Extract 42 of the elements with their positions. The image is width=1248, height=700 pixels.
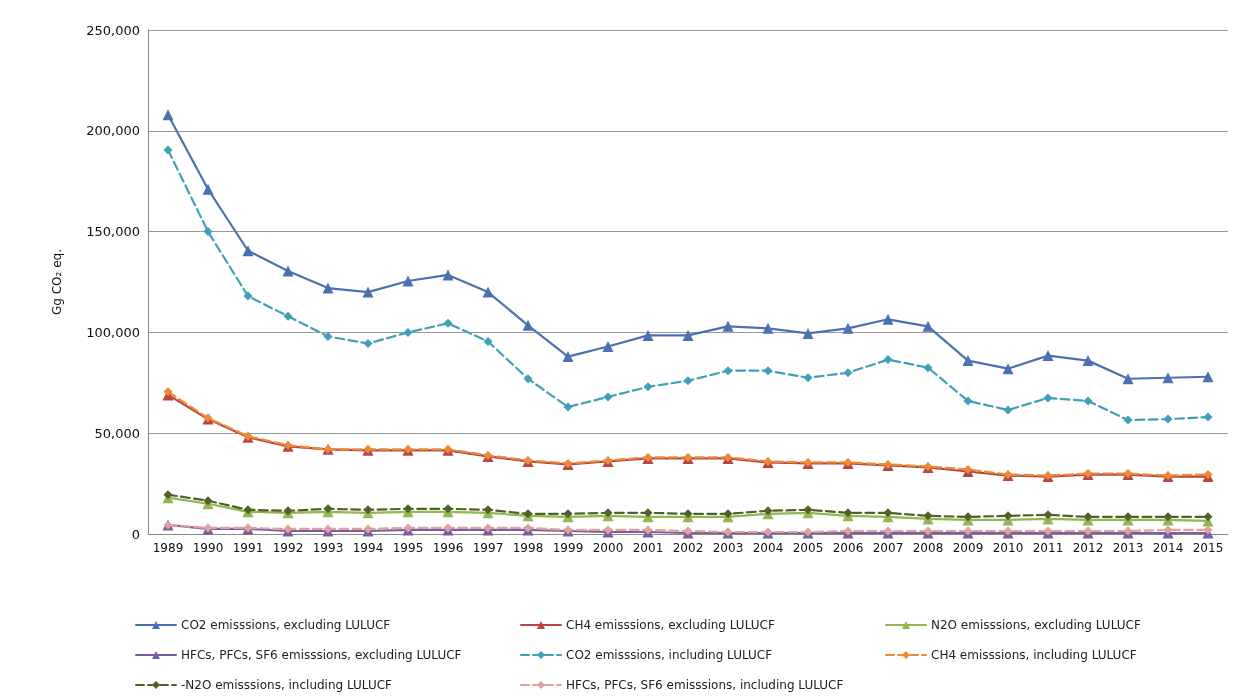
legend-label: CO2 emisssions, excluding LULUCF	[181, 618, 391, 632]
legend-label: CO2 emisssions, including LULUCF	[566, 648, 773, 662]
y-tick-label: 0	[131, 526, 140, 542]
x-tick-label: 1998	[512, 541, 544, 555]
x-tick-label: 2009	[952, 541, 984, 555]
x-tick-label: 2001	[632, 541, 664, 555]
x-tick-label: 1992	[272, 541, 304, 555]
x-tick-label: 1990	[192, 541, 224, 555]
x-tick-label: 2007	[872, 541, 904, 555]
x-tick-label: 2002	[672, 541, 704, 555]
x-tick-label: 2014	[1152, 541, 1184, 555]
y-tick-label: 200,000	[86, 123, 140, 139]
legend-label: -N2O emisssions, including LULUCF	[181, 678, 393, 692]
x-tick-label: 1994	[352, 541, 384, 555]
x-tick-label: 2015	[1192, 541, 1224, 555]
y-tick-label: 250,000	[86, 22, 140, 38]
x-tick-label: 1993	[312, 541, 344, 555]
legend-label: HFCs, PFCs, SF6 emisssions, excluding LULUCF	[181, 648, 462, 662]
y-axis-title: Gg CO₂ eq.	[50, 249, 64, 315]
x-tick-label: 2010	[992, 541, 1024, 555]
legend-label: CH4 emisssions, excluding LULUCF	[566, 618, 775, 632]
x-tick-label: 2012	[1072, 541, 1104, 555]
x-tick-label: 2011	[1032, 541, 1064, 555]
x-tick-label: 2004	[752, 541, 784, 555]
y-tick-label: 50,000	[94, 425, 140, 441]
x-tick-label: 1999	[552, 541, 584, 555]
legend-label: CH4 emisssions, including LULUCF	[931, 648, 1137, 662]
x-tick-label: 2008	[912, 541, 944, 555]
x-tick-label: 1996	[432, 541, 464, 555]
x-tick-label: 1991	[232, 541, 264, 555]
x-tick-label: 2003	[712, 541, 744, 555]
x-tick-label: 2000	[592, 541, 624, 555]
x-tick-label: 2013	[1112, 541, 1144, 555]
y-tick-label: 100,000	[86, 324, 140, 340]
x-tick-label: 2006	[832, 541, 864, 555]
x-tick-label: 1997	[472, 541, 504, 555]
legend-label: HFCs, PFCs, SF6 emisssions, including LULUCF	[566, 678, 844, 692]
x-tick-label: 1995	[392, 541, 424, 555]
legend-label: N2O emisssions, excluding LULUCF	[931, 618, 1141, 632]
y-tick-label: 150,000	[86, 224, 140, 240]
x-tick-label: 2005	[792, 541, 824, 555]
x-tick-label: 1989	[152, 541, 184, 555]
